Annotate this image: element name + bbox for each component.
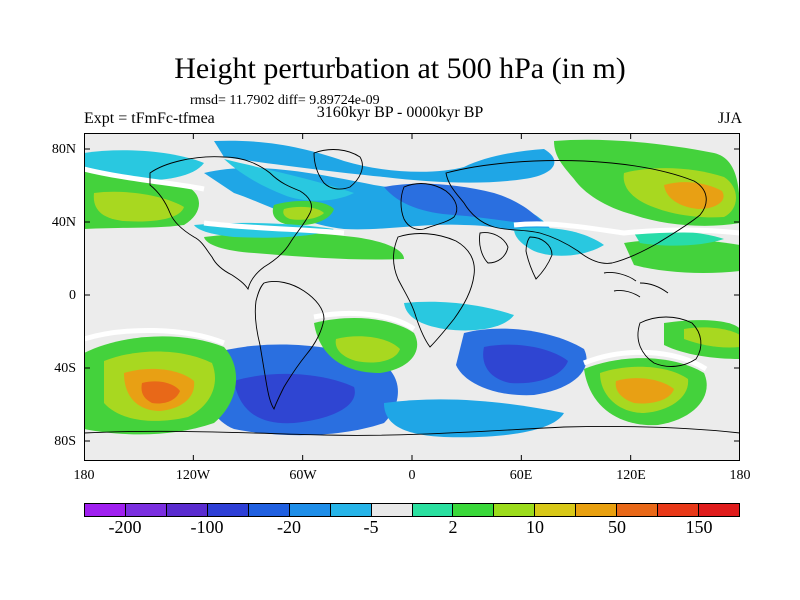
blue-region-eurasia bbox=[384, 183, 544, 225]
lon-label-0: 0 bbox=[408, 468, 416, 483]
colorbar-label-1: -100 bbox=[190, 517, 224, 537]
colorbar-swatch bbox=[85, 504, 126, 516]
season-label: JJA bbox=[717, 110, 742, 127]
orange-region-north-pacific bbox=[664, 182, 724, 209]
lon-label-60e: 60E bbox=[509, 468, 533, 483]
colorbar-swatch bbox=[289, 504, 331, 516]
colorbar-swatch bbox=[412, 504, 454, 516]
yellow-region-greenland bbox=[283, 206, 324, 220]
colorbar bbox=[84, 503, 740, 517]
colorbar-label-7: 150 bbox=[685, 517, 713, 537]
yellow-region-south-pacific-far-east bbox=[684, 327, 740, 348]
colorbar-label-0: -200 bbox=[108, 517, 142, 537]
cyan-region-north bbox=[224, 159, 354, 201]
colorbar-label-5: 10 bbox=[526, 517, 544, 537]
height-perturbation-map bbox=[84, 133, 740, 461]
blue-region-southern-ocean bbox=[384, 399, 564, 438]
cyan-region-south-atlantic bbox=[404, 301, 514, 331]
colorbar-label-3: -5 bbox=[363, 517, 379, 537]
yellow-region-northwest-pacific bbox=[93, 191, 184, 222]
colorbar-swatch bbox=[699, 504, 739, 516]
lat-ticks bbox=[84, 148, 740, 442]
cyan-region-indian bbox=[514, 227, 604, 256]
colorbar-swatch bbox=[371, 504, 413, 516]
colorbar-label-4: 2 bbox=[448, 517, 458, 537]
lon-label-120e: 120E bbox=[616, 468, 646, 483]
colorbar-swatch bbox=[248, 504, 290, 516]
colorbar-swatch bbox=[617, 504, 659, 516]
colorbar-swatch bbox=[535, 504, 577, 516]
orange-core-south-pacific-west bbox=[141, 381, 180, 404]
map-panel bbox=[84, 133, 740, 461]
coastlines bbox=[84, 149, 740, 436]
lat-label-40n: 40N bbox=[51, 215, 76, 230]
stats-text: rmsd= 11.7902 diff= 9.89724e-09 bbox=[190, 93, 380, 108]
blue-region-arctic bbox=[214, 140, 555, 183]
lat-label-80n: 80N bbox=[51, 142, 76, 157]
colorbar-label-2: -20 bbox=[277, 517, 301, 537]
period-label: 3160kyr BP - 0000kyr BP bbox=[316, 104, 484, 121]
orange-region-south-indian-east bbox=[615, 378, 674, 404]
zero-contour-north bbox=[84, 166, 740, 236]
lat-label-80s: 80S bbox=[54, 434, 76, 449]
experiment-label: Expt = tFmFc-tfmea bbox=[84, 110, 215, 127]
lon-label-180e: 180 bbox=[729, 468, 751, 483]
lon-label-180w: 180 bbox=[73, 468, 95, 483]
lon-label-120w: 120W bbox=[175, 468, 211, 483]
lat-label-0: 0 bbox=[69, 288, 76, 303]
plot-title: Height perturbation at 500 hPa (in m) bbox=[174, 52, 626, 85]
aqua-region-west-pacific bbox=[634, 231, 724, 246]
colorbar-swatch bbox=[125, 504, 167, 516]
lat-label-40s: 40S bbox=[54, 361, 76, 376]
colorbar-swatch bbox=[576, 504, 618, 516]
deep-blue-region-indian-south bbox=[483, 344, 568, 384]
deep-blue-region-south-pacific bbox=[234, 373, 355, 424]
colorbar-swatch bbox=[166, 504, 208, 516]
colorbar-swatch bbox=[330, 504, 372, 516]
green-region-north-tropics bbox=[204, 232, 404, 260]
lon-label-60w: 60W bbox=[289, 468, 317, 483]
colorbar-label-6: 50 bbox=[608, 517, 626, 537]
zero-contour-south bbox=[84, 310, 708, 372]
colorbar-swatch bbox=[453, 504, 495, 516]
lon-ticks bbox=[84, 133, 740, 461]
yellow-region-south-atlantic bbox=[335, 336, 400, 363]
colorbar-swatch bbox=[207, 504, 249, 516]
colorbar-swatch bbox=[494, 504, 536, 516]
colorbar-swatch bbox=[658, 504, 700, 516]
green-region-west-pacific bbox=[624, 239, 740, 273]
